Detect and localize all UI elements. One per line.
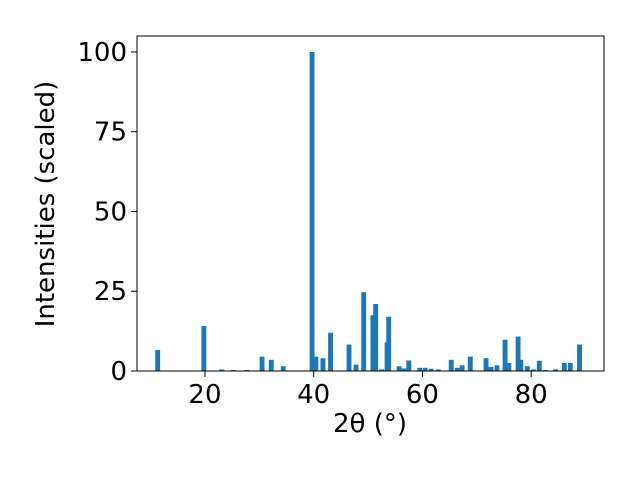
x-tick-label: 20: [188, 380, 221, 410]
bar: [370, 315, 376, 371]
bar: [386, 316, 392, 371]
x-tick-label: 40: [297, 380, 330, 410]
bar: [320, 358, 326, 371]
bar: [502, 339, 508, 371]
bar: [396, 366, 402, 371]
bar: [506, 363, 512, 371]
bar: [373, 304, 379, 371]
bar: [518, 359, 524, 371]
y-tick-label: 50: [94, 197, 127, 227]
x-tick-label: 80: [515, 380, 548, 410]
bar: [435, 369, 441, 371]
bar: [309, 51, 315, 371]
bar: [379, 369, 385, 371]
bar: [567, 363, 573, 371]
bar: [459, 365, 465, 371]
x-tick-label: 60: [406, 380, 439, 410]
y-tick-label: 25: [94, 277, 127, 307]
y-tick-label: 100: [77, 38, 127, 68]
bar: [536, 360, 542, 371]
bar: [561, 363, 567, 371]
bar: [494, 365, 500, 371]
bar: [406, 360, 412, 371]
y-tick-label: 75: [94, 118, 127, 148]
bar: [280, 366, 286, 371]
bar: [259, 356, 265, 371]
bar: [467, 356, 473, 371]
bar: [515, 336, 521, 371]
bar: [417, 367, 423, 371]
bar: [530, 369, 536, 371]
bar: [219, 369, 225, 371]
bar: [328, 332, 333, 371]
bar: [346, 344, 352, 371]
bar: [313, 356, 319, 371]
bar: [361, 292, 367, 371]
bar: [401, 368, 407, 371]
bar: [524, 366, 530, 371]
bar: [454, 367, 460, 371]
bar: [201, 326, 207, 371]
bar: [488, 366, 494, 371]
y-axis-label: Intensities (scaled): [31, 81, 61, 328]
bar: [428, 368, 434, 371]
bar: [483, 358, 489, 371]
bar: [577, 344, 582, 371]
bar: [553, 369, 559, 371]
x-axis-label: 2θ (°): [333, 409, 407, 439]
bar: [268, 359, 274, 371]
y-tick-label: 0: [110, 357, 127, 387]
plot-frame: [136, 35, 605, 372]
bar: [353, 364, 359, 371]
bar: [448, 359, 454, 371]
bar: [422, 367, 428, 371]
bar: [155, 349, 161, 371]
